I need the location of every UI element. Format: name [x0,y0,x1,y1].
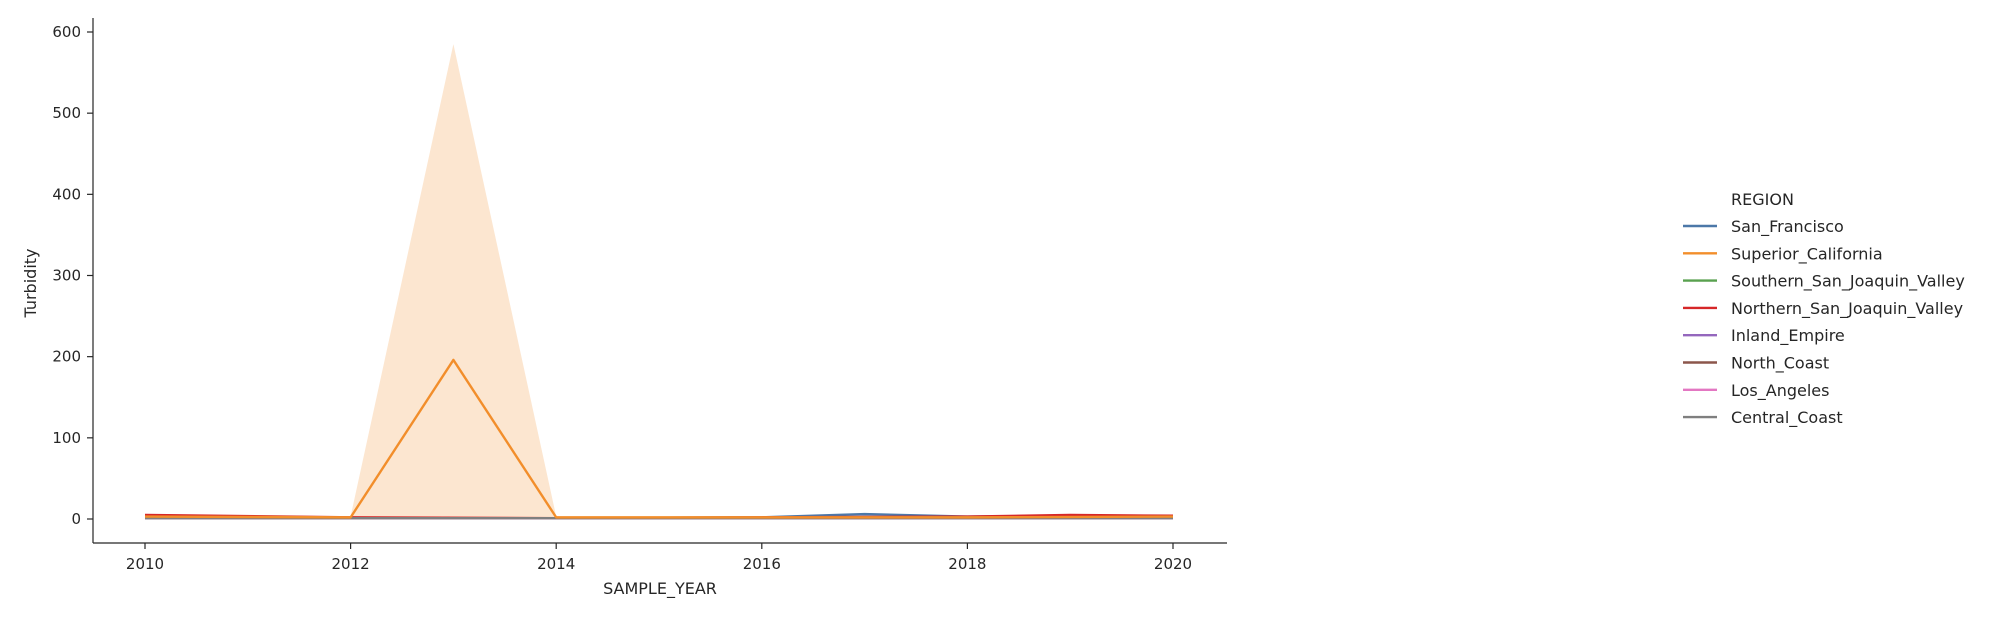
axes: 0 100 200 300 400 500 600 2010 2012 2014 2016 2018… [21,18,1227,599]
legend-item: Central_Coast [1683,408,1843,428]
y-tick-label: 200 [52,348,81,366]
band-superior-california [145,44,1173,519]
legend-label: Central_Coast [1731,408,1843,428]
legend-item: Superior_California [1683,244,1883,264]
legend-item: Inland_Empire [1683,326,1845,346]
legend-label: Los_Angeles [1731,381,1829,401]
x-tick-label: 2018 [948,555,986,573]
plot-area [144,44,1174,520]
legend-item: Northern_San_Joaquin_Valley [1683,299,1963,319]
x-ticks: 2010 2012 2014 2016 2018 2020 [126,543,1192,573]
y-tick-label: 300 [52,267,81,285]
y-tick-label: 100 [52,429,81,447]
legend-item: North_Coast [1683,354,1829,374]
x-tick-label: 2016 [743,555,781,573]
x-axis-label: SAMPLE_YEAR [603,579,717,599]
legend-label: San_Francisco [1731,217,1844,237]
x-tick-label: 2012 [332,555,370,573]
y-axis-label: Turbidity [21,248,40,318]
series-line-superior-california [144,358,1174,519]
confidence-bands [145,44,1173,519]
y-tick-label: 0 [71,510,81,528]
x-tick-label: 2014 [537,555,575,573]
y-ticks: 0 100 200 300 400 500 600 [52,23,93,528]
legend-item: Southern_San_Joaquin_Valley [1683,272,1965,292]
legend-label: North_Coast [1731,354,1829,374]
legend-item: Los_Angeles [1683,381,1829,401]
legend-title: REGION [1731,190,1794,209]
y-tick-label: 600 [52,23,81,41]
legend-label: Southern_San_Joaquin_Valley [1731,272,1965,292]
legend-items: San_Francisco Superior_California Southern… [1683,217,1965,428]
legend: REGION San_FranciscoSuperior_CaliforniaS… [1683,190,1965,428]
y-tick-label: 400 [52,185,81,203]
legend-label: Northern_San_Joaquin_Valley [1731,299,1963,319]
series-lines [144,358,1174,520]
x-tick-label: 2020 [1154,555,1192,573]
legend-label: Inland_Empire [1731,326,1845,346]
legend-label: Superior_California [1731,244,1883,264]
x-tick-label: 2010 [126,555,164,573]
legend-item: San_Francisco [1683,217,1844,237]
y-tick-label: 500 [52,104,81,122]
